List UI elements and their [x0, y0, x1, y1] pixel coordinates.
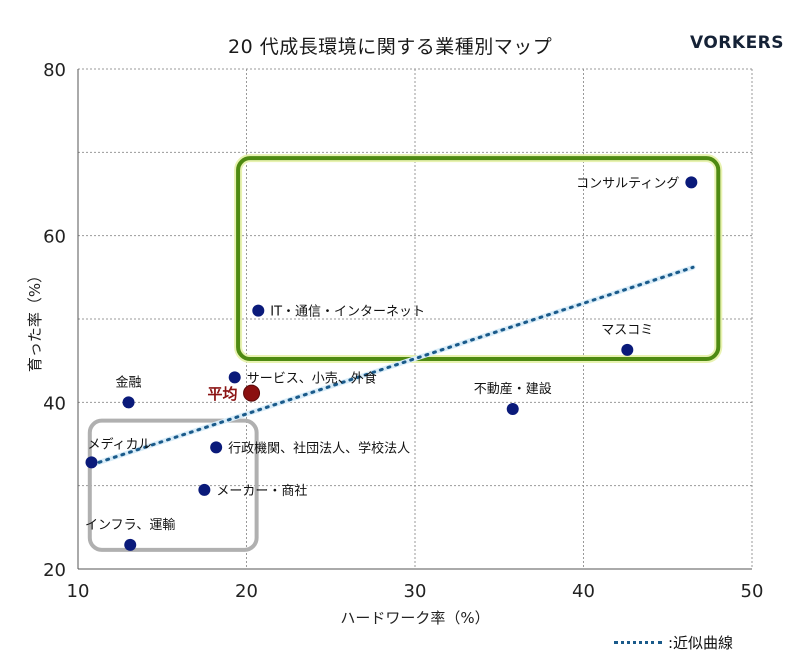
- data-point: [122, 396, 135, 409]
- point-label: インフラ、運輸: [85, 518, 175, 533]
- trendline-legend-swatch: [614, 641, 662, 644]
- data-point: [228, 371, 241, 384]
- data-point: [506, 403, 519, 415]
- trendline: [89, 265, 695, 467]
- grid-lines: [78, 68, 753, 569]
- point-label: サービス、小売、外食: [247, 370, 377, 386]
- data-point: [210, 441, 223, 454]
- data-point: [252, 304, 265, 317]
- data-point: [685, 176, 698, 189]
- average-label: 平均: [208, 385, 238, 403]
- point-label: メーカー・商社: [216, 483, 307, 499]
- point-label: 金融: [116, 374, 142, 390]
- data-point: [124, 538, 137, 551]
- legend: :近似曲線: [614, 632, 733, 653]
- trendline-group: [88, 264, 696, 468]
- y-tick-label: 40: [43, 393, 66, 414]
- point-label: IT・通信・インターネット: [270, 305, 425, 320]
- x-tick-label: 10: [67, 581, 90, 602]
- brand-logo: VORKERS: [690, 33, 785, 53]
- x-axis-label: ハードワーク率（%）: [340, 609, 489, 627]
- x-tick-label: 30: [404, 581, 427, 602]
- highlight-boxes: [87, 154, 723, 552]
- data-point: [621, 343, 634, 356]
- y-axis-label: 育った率（%）: [26, 268, 44, 372]
- highlight-box-high-growth: [236, 156, 721, 361]
- chart-title: 20 代成長環境に関する業種別マップ: [228, 36, 553, 58]
- x-tick-label: 50: [741, 581, 764, 602]
- x-tick-label: 20: [235, 581, 258, 602]
- y-tick-label: 80: [43, 60, 66, 81]
- legend-trend-label: :近似曲線: [668, 634, 734, 652]
- data-point: [198, 483, 211, 496]
- y-tick-label: 60: [43, 227, 66, 248]
- point-label: メディカル: [87, 436, 151, 452]
- point-label: コンサルティング: [576, 176, 679, 191]
- average-point: [243, 384, 261, 402]
- x-tick-label: 40: [572, 581, 595, 602]
- highlight-box-low-growth: [87, 418, 259, 552]
- y-tick-label: 20: [43, 560, 66, 581]
- axes: [77, 69, 752, 570]
- data-point: [85, 456, 98, 469]
- point-label: 不動産・建設: [474, 381, 552, 397]
- point-label: 行政機関、社団法人、学校法人: [228, 440, 410, 456]
- point-label: マスコミ: [601, 323, 653, 338]
